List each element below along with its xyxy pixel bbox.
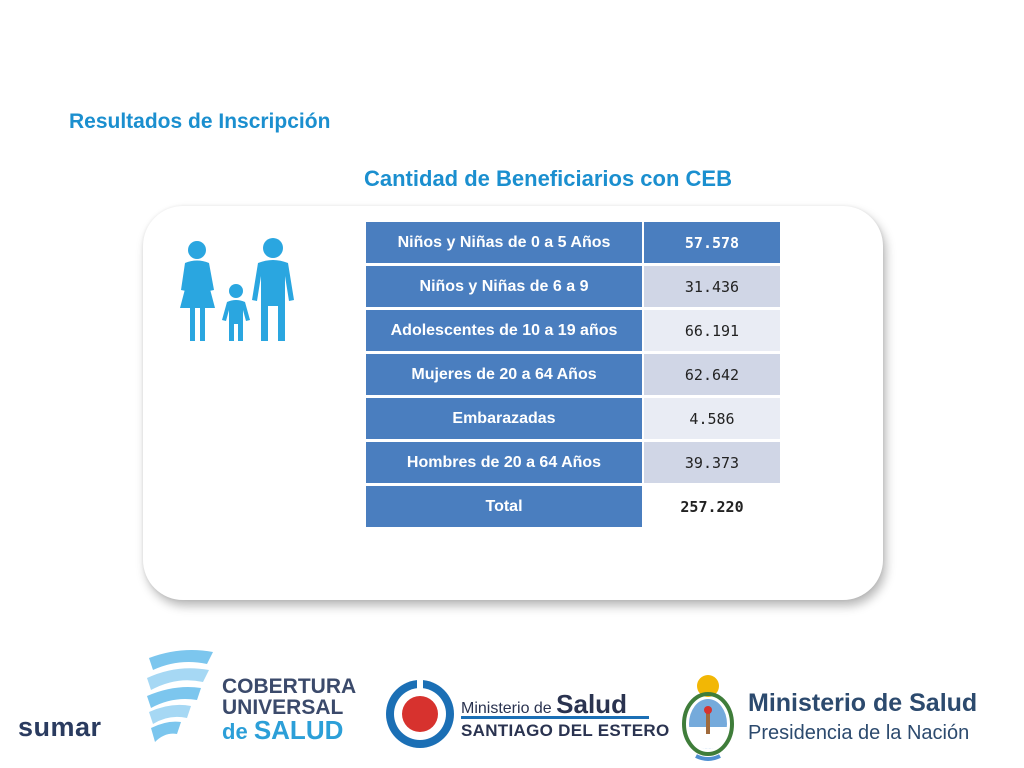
nacion-ministerio: Ministerio de Salud [748,689,978,717]
cobertura-line3: de SALUD [222,717,343,743]
sde-underline [461,716,649,719]
table-row-total: Total 257.220 [366,486,780,527]
page-title: Resultados de Inscripción [69,110,331,133]
row-value: 31.436 [644,266,780,307]
row-label: Hombres de 20 a 64 Años [366,442,642,483]
cobertura-line2: UNIVERSAL [222,696,344,719]
table-row: Adolescentes de 10 a 19 años 66.191 [366,310,780,351]
sumar-logo: sumar [18,712,102,742]
argentina-coat-of-arms-icon [682,675,734,761]
row-label: Adolescentes de 10 a 19 años [366,310,642,351]
cobertura-de: de [222,719,248,744]
row-value: 66.191 [644,310,780,351]
sde-province: SANTIAGO DEL ESTERO [461,721,670,740]
table-row: Hombres de 20 a 64 Años 39.373 [366,442,780,483]
beneficiaries-table: Niños y Niñas de 0 a 5 Años 57.578 Niños… [364,219,782,530]
cobertura-salud: SALUD [253,715,344,745]
table-row: Embarazadas 4.586 [366,398,780,439]
table-row: Niños y Niñas de 6 a 9 31.436 [366,266,780,307]
row-label: Niños y Niñas de 6 a 9 [366,266,642,307]
row-label: Mujeres de 20 a 64 Años [366,354,642,395]
row-label: Niños y Niñas de 0 a 5 Años [366,222,642,263]
table-subtitle: Cantidad de Beneficiarios con CEB [364,166,732,191]
sde-salud: Salud [556,689,627,719]
family-icon [180,238,294,341]
row-label: Embarazadas [366,398,642,439]
cobertura-flag-icon [147,650,213,742]
row-label: Total [366,486,642,527]
sde-prefix: Ministerio de [461,700,552,717]
nacion-presidencia: Presidencia de la Nación [748,722,970,744]
row-value: 57.578 [644,222,780,263]
row-value: 39.373 [644,442,780,483]
row-value: 62.642 [644,354,780,395]
cobertura-line1: COBERTURA [222,675,357,698]
santiago-seal-icon [386,678,454,748]
sde-ministerio: Ministerio de Salud [461,689,627,720]
row-value: 257.220 [644,486,780,527]
table-row: Niños y Niñas de 0 a 5 Años 57.578 [366,222,780,263]
table-row: Mujeres de 20 a 64 Años 62.642 [366,354,780,395]
row-value: 4.586 [644,398,780,439]
